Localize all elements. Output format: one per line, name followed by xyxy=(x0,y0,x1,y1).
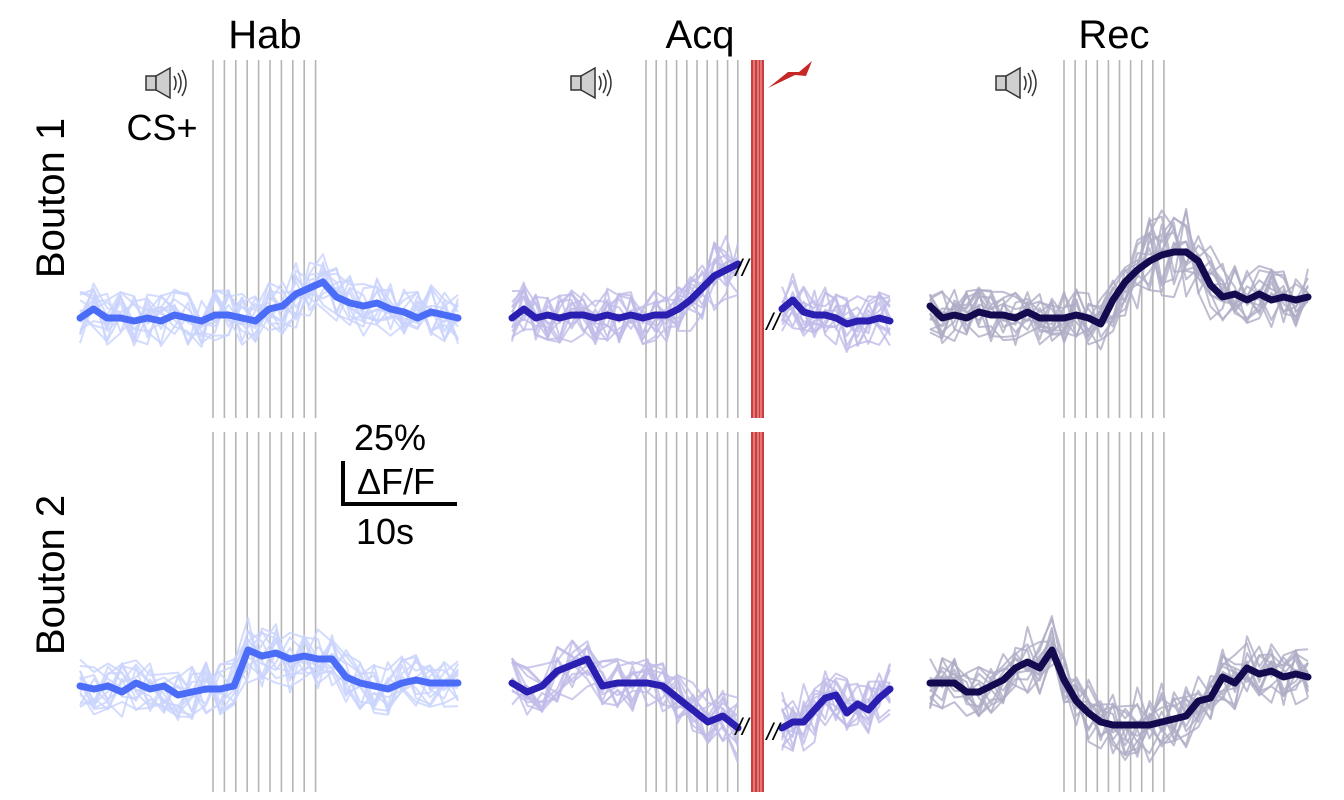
break-mark-b1-left: // xyxy=(733,255,751,282)
trial-trace-rec-row2-seg1-7 xyxy=(929,650,1309,740)
trial-trace-rec-row1-seg1-14 xyxy=(929,207,1309,342)
trial-trace-acq-row2-seg1-14 xyxy=(511,646,739,764)
break-mark-b1-right: // xyxy=(764,309,782,336)
trial-trace-acq-row2-seg2-8 xyxy=(781,672,891,738)
trial-trace-hab-row1-seg1-12 xyxy=(79,276,459,346)
scale-bar-x-value: 10s xyxy=(356,511,414,552)
cue-label-cs-plus: CS+ xyxy=(126,107,197,148)
trial-trace-acq-row1-seg1-13 xyxy=(511,258,739,345)
mean-trace-hab-row2-seg1 xyxy=(76,646,462,699)
scale-bar-y-value: 25% xyxy=(354,417,426,458)
mean-trace-rec-row1-seg1 xyxy=(926,248,1312,328)
trial-trace-acq-row1-seg1-3 xyxy=(512,259,739,341)
trial-trace-rec-row1-seg1-10 xyxy=(929,220,1309,351)
speaker-icon xyxy=(145,66,187,100)
speaker-icon xyxy=(995,66,1037,100)
row-label-bouton-2: Bouton 2 xyxy=(29,495,73,655)
trial-trace-hab-row2-seg1-9 xyxy=(79,653,459,721)
trial-trace-hab-row1-seg1-10 xyxy=(79,275,459,346)
trial-trace-acq-row2-seg1-9 xyxy=(511,639,739,748)
mean-trace-acq-row2-seg2 xyxy=(778,685,894,732)
speaker-icon xyxy=(570,66,612,100)
break-mark-b2-left: // xyxy=(733,714,751,741)
mean-trace-acq-row2-seg1 xyxy=(508,655,742,732)
title-hab: Hab xyxy=(228,13,301,57)
mean-trace-rec-row2-seg1 xyxy=(926,646,1312,729)
trial-trace-acq-row1-seg1-14 xyxy=(511,241,739,341)
title-rec: Rec xyxy=(1078,13,1149,57)
mean-trace-acq-row1-seg1 xyxy=(508,260,742,322)
mean-trace-hab-row1-seg1 xyxy=(76,278,462,325)
trial-trace-acq-row2-seg1-11 xyxy=(511,646,739,745)
break-mark-b2-right: // xyxy=(764,719,782,746)
scale-bar-y-unit: ΔF/F xyxy=(357,461,435,502)
row-label-bouton-1: Bouton 1 xyxy=(29,118,73,278)
trial-trace-hab-row2-seg1-3 xyxy=(79,637,459,720)
title-acq: Acq xyxy=(666,13,735,57)
trial-trace-hab-row1-seg1-3 xyxy=(79,261,459,345)
mean-trace-acq-row1-seg2 xyxy=(778,296,894,328)
trial-trace-rec-row1-seg1-4 xyxy=(929,231,1309,333)
trial-trace-acq-row1-seg2-12 xyxy=(781,285,891,347)
trial-trace-rec-row2-seg1-10 xyxy=(929,625,1309,750)
trial-trace-rec-row1-seg1-3 xyxy=(929,240,1309,346)
trial-trace-hab-row2-seg1-7 xyxy=(79,632,459,716)
lightning-bolt-icon xyxy=(768,61,812,88)
trial-trace-acq-row1-seg2-14 xyxy=(781,279,891,345)
